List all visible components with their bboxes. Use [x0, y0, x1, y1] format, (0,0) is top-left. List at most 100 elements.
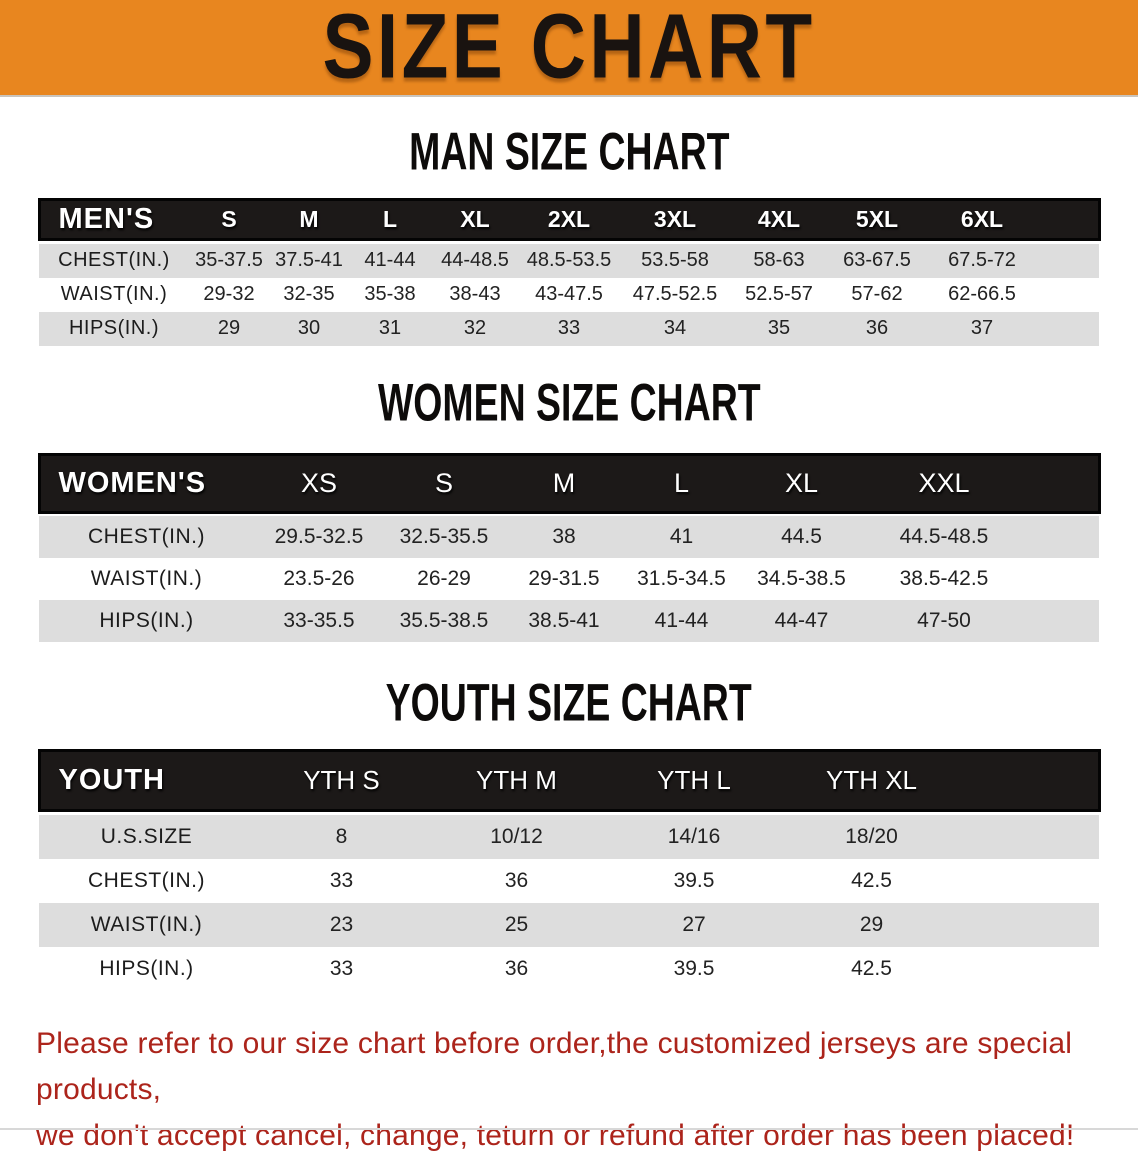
- women-size-table: WOMEN'S XS S M L XL XXL CHEST(IN.) 29.5-…: [37, 452, 1101, 642]
- value-cell: 39.5: [673, 956, 715, 980]
- women-size-col: M: [504, 452, 624, 514]
- size-chart-banner: SIZE CHART: [0, 0, 1138, 98]
- women-header-row: WOMEN'S XS S M L XL XXL: [37, 452, 1101, 514]
- header-gap: [39, 512, 1099, 516]
- value-cell: 14/16: [667, 824, 721, 848]
- value-cell: 63-67.5: [843, 249, 911, 271]
- man-size-col: S: [189, 198, 269, 241]
- order-warning-note: Please refer to our size chart before or…: [0, 1021, 1138, 1159]
- value-cell: 47-50: [917, 609, 971, 632]
- value-cell: 44.5: [781, 525, 822, 548]
- table-row: HIPS(IN.) 33 36 39.5 42.5: [39, 946, 1099, 991]
- value-cell: 57-62: [851, 283, 903, 305]
- value-cell: 58-63: [753, 249, 805, 271]
- value-cell: 35-37.5: [195, 249, 263, 271]
- value-cell: 67.5-72: [948, 249, 1016, 271]
- value-cell: 31: [378, 317, 402, 339]
- value-cell: 35-38: [364, 283, 416, 305]
- value-cell: 30: [297, 317, 321, 339]
- value-filler: [1037, 244, 1099, 278]
- table-row: CHEST(IN.) 29.5-32.5 32.5-35.5 38 41 44.…: [39, 516, 1099, 558]
- value-cell: 31.5-34.5: [637, 567, 726, 590]
- row-label: CHEST(IN.): [88, 868, 205, 892]
- value-cell: 33: [557, 317, 581, 339]
- header-filler: [959, 749, 1101, 812]
- row-label: CHEST(IN.): [88, 525, 205, 548]
- value-cell: 41-44: [364, 249, 416, 271]
- value-cell: 62-66.5: [948, 283, 1016, 305]
- value-filler: [959, 947, 1099, 991]
- header-gap: [39, 810, 1099, 815]
- women-size-col: XXL: [864, 452, 1024, 514]
- header-gap: [39, 239, 1099, 244]
- table-row: HIPS(IN.) 33-35.5 35.5-38.5 38.5-41 41-4…: [39, 600, 1099, 642]
- header-filler: [1037, 198, 1101, 241]
- table-row: WAIST(IN.) 23 25 27 29: [39, 902, 1099, 947]
- man-size-col: 5XL: [827, 198, 927, 241]
- women-size-col: L: [624, 452, 739, 514]
- value-filler: [1024, 558, 1099, 600]
- value-filler: [1037, 312, 1099, 346]
- value-cell: 41: [669, 525, 694, 548]
- youth-header-row: YOUTH YTH S YTH M YTH L YTH XL: [37, 749, 1101, 812]
- value-cell: 29: [859, 912, 884, 936]
- youth-size-col: YTH XL: [784, 749, 959, 812]
- value-filler: [959, 903, 1099, 947]
- man-section-heading: MAN SIZE CHART: [0, 123, 1138, 182]
- value-cell: 38.5-42.5: [899, 567, 989, 590]
- table-row: CHEST(IN.) 35-37.5 37.5-41 41-44 44-48.5…: [39, 243, 1099, 278]
- value-cell: 18/20: [845, 824, 898, 848]
- value-cell: 39.5: [673, 868, 715, 892]
- women-size-col: XS: [254, 452, 384, 514]
- youth-size-table: YOUTH YTH S YTH M YTH L YTH XL U.S.SIZE …: [37, 749, 1101, 991]
- man-size-col: 2XL: [519, 198, 619, 241]
- value-cell: 36: [504, 868, 529, 892]
- value-cell: 35.5-38.5: [399, 609, 489, 632]
- youth-size-col: YTH M: [429, 749, 604, 812]
- youth-group-label: YOUTH: [37, 749, 254, 812]
- man-size-col: 4XL: [731, 198, 827, 241]
- value-cell: 29-32: [203, 283, 255, 305]
- man-heading-text: MAN SIZE CHART: [408, 123, 730, 182]
- man-size-col: 3XL: [619, 198, 731, 241]
- value-cell: 37: [970, 317, 994, 339]
- value-filler: [959, 815, 1099, 859]
- value-cell: 44-47: [774, 609, 829, 632]
- youth-size-col: YTH S: [254, 749, 429, 812]
- value-cell: 38-43: [449, 283, 501, 305]
- value-cell: 34.5-38.5: [757, 567, 846, 590]
- women-heading-text: WOMEN SIZE CHART: [377, 373, 761, 433]
- table-row: CHEST(IN.) 33 36 39.5 42.5: [39, 858, 1099, 903]
- man-size-table: MEN'S S M L XL 2XL 3XL 4XL 5XL 6XL CHEST…: [37, 198, 1101, 346]
- women-size-col: XL: [739, 452, 864, 514]
- value-cell: 33-35.5: [283, 609, 355, 632]
- man-size-col: XL: [431, 198, 519, 241]
- value-cell: 35: [767, 317, 791, 339]
- value-cell: 36: [504, 956, 529, 980]
- value-cell: 33: [329, 868, 354, 892]
- value-cell: 27: [682, 912, 706, 936]
- header-filler: [1024, 452, 1101, 514]
- row-label: HIPS(IN.): [68, 317, 160, 339]
- banner-title: SIZE CHART: [322, 0, 816, 98]
- value-filler: [1024, 600, 1099, 642]
- bottom-divider: [0, 1128, 1138, 1130]
- youth-size-col: YTH L: [604, 749, 784, 812]
- warning-line-1: Please refer to our size chart before or…: [36, 1026, 1073, 1106]
- value-cell: 36: [865, 317, 889, 339]
- value-cell: 44-48.5: [441, 249, 509, 271]
- value-cell: 43-47.5: [535, 283, 603, 305]
- value-cell: 8: [335, 824, 348, 848]
- value-filler: [959, 859, 1099, 903]
- row-label: HIPS(IN.): [99, 956, 194, 980]
- row-label: HIPS(IN.): [99, 609, 194, 632]
- man-size-col: M: [269, 198, 349, 241]
- value-filler: [1024, 516, 1099, 558]
- table-row: U.S.SIZE 8 10/12 14/16 18/20: [39, 814, 1099, 859]
- value-cell: 41-44: [654, 609, 709, 632]
- man-header-row: MEN'S S M L XL 2XL 3XL 4XL 5XL 6XL: [37, 198, 1101, 241]
- youth-heading-text: YOUTH SIZE CHART: [385, 674, 753, 733]
- man-size-col: 6XL: [927, 198, 1037, 241]
- table-row: WAIST(IN.) 29-32 32-35 35-38 38-43 43-47…: [39, 277, 1099, 312]
- women-size-col: S: [384, 452, 504, 514]
